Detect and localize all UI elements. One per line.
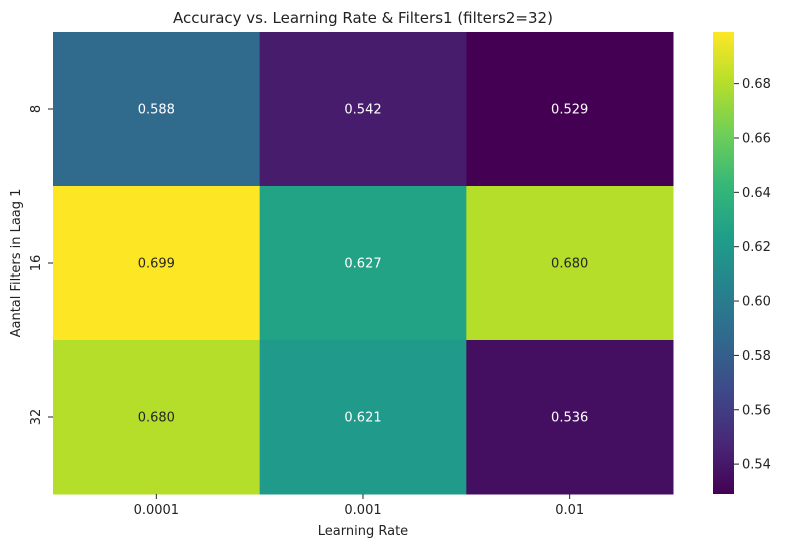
cell-value-label: 0.621 [344,411,381,426]
colorbar-ticks: 0.54 0.56 0.58 0.60 0.62 0.64 0.66 0.68 [734,77,771,473]
colorbar-tick-label: 0.66 [742,131,771,146]
colorbar-tick-label: 0.56 [742,403,771,418]
y-tick-label: 16 [29,255,44,272]
heatmap-cell [466,340,674,495]
cell-value-label: 0.536 [551,411,588,426]
colorbar-tick-label: 0.58 [742,349,771,364]
x-tick-label: 0.01 [555,503,584,518]
heatmap-cell [466,186,674,341]
y-tick-label: 8 [29,105,44,113]
chart-title: Accuracy vs. Learning Rate & Filters1 (f… [173,9,553,27]
cell-value-label: 0.680 [551,257,588,272]
colorbar-tick-label: 0.60 [742,295,771,310]
y-tick-label: 32 [29,409,44,426]
y-axis-label: Aantal Filters in Laag 1 [9,189,24,338]
cell-value-label: 0.542 [344,103,381,118]
cell-value-label: 0.529 [551,103,588,118]
cell-value-label: 0.588 [138,103,175,118]
colorbar-tick-label: 0.64 [742,186,771,201]
cell-value-label: 0.627 [344,257,381,272]
x-axis-label: Learning Rate [318,524,408,539]
x-axis-ticks: 0.0001 0.001 0.01 [134,494,584,518]
cell-value-label: 0.680 [138,411,175,426]
colorbar [713,32,734,494]
heatmap-cells: 0.588 0.542 0.529 0.699 0.627 0.680 0.680 0.621… [53,32,674,495]
heatmap-cell [259,32,467,187]
colorbar-tick-label: 0.68 [742,77,771,92]
y-axis-ticks: 8 16 32 [29,105,53,425]
heatmap-cell [466,32,674,187]
cell-value-label: 0.699 [138,257,175,272]
x-tick-label: 0.0001 [134,503,180,518]
heatmap-cell [53,32,261,187]
heatmap-cell [53,340,261,495]
heatmap-cell [259,340,467,495]
colorbar-tick-label: 0.54 [742,458,771,473]
heatmap-cell [53,186,261,341]
colorbar-tick-label: 0.62 [742,240,771,255]
x-tick-label: 0.001 [344,503,381,518]
heatmap-cell [259,186,467,341]
